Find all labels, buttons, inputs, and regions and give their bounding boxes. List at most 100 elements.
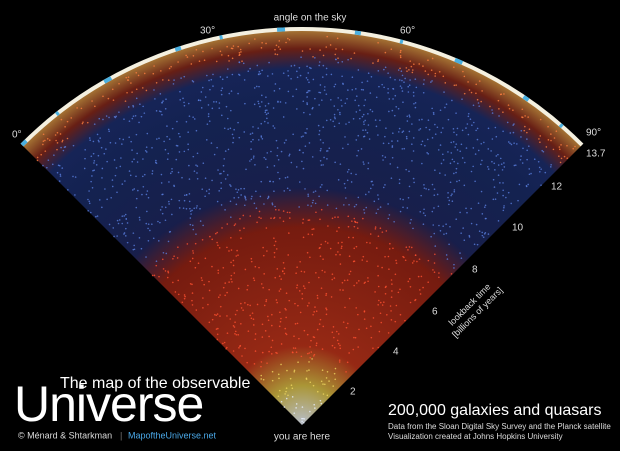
dot bbox=[319, 91, 322, 94]
dot bbox=[164, 108, 167, 110]
dot bbox=[391, 140, 393, 142]
dot bbox=[320, 147, 322, 150]
dot bbox=[437, 205, 440, 208]
link[interactable]: MapoftheUniverse.net bbox=[128, 430, 217, 440]
dot bbox=[232, 141, 234, 144]
dot bbox=[379, 119, 381, 122]
dot bbox=[442, 75, 445, 78]
dot bbox=[312, 336, 315, 338]
dot bbox=[399, 313, 402, 316]
dot bbox=[476, 127, 479, 130]
dot bbox=[361, 259, 364, 261]
dot bbox=[321, 99, 323, 101]
dot bbox=[319, 159, 322, 162]
dot bbox=[293, 370, 296, 373]
dot bbox=[300, 56, 302, 58]
dot bbox=[301, 417, 303, 420]
dot bbox=[174, 291, 177, 293]
dot bbox=[384, 286, 387, 289]
dot bbox=[229, 184, 231, 186]
dot bbox=[438, 272, 440, 274]
dot bbox=[498, 108, 500, 110]
dot bbox=[162, 193, 164, 196]
dot bbox=[298, 290, 301, 292]
dot bbox=[497, 220, 500, 222]
dot bbox=[133, 188, 136, 190]
dot bbox=[276, 53, 279, 56]
dot bbox=[347, 322, 349, 325]
angle-tick: 0° bbox=[12, 130, 22, 141]
dot bbox=[308, 302, 310, 304]
dot bbox=[214, 232, 217, 235]
dot bbox=[370, 75, 373, 78]
dot bbox=[81, 122, 84, 125]
dot bbox=[121, 222, 124, 225]
dot bbox=[179, 90, 181, 93]
dot bbox=[470, 170, 473, 173]
dot bbox=[389, 305, 392, 307]
dot bbox=[96, 215, 99, 217]
dot bbox=[475, 92, 477, 95]
dot bbox=[274, 83, 277, 85]
dot bbox=[247, 303, 249, 306]
dot bbox=[263, 156, 266, 159]
dot bbox=[367, 72, 370, 75]
dot bbox=[356, 221, 359, 224]
dot bbox=[165, 252, 168, 255]
dot bbox=[121, 183, 124, 185]
dot bbox=[306, 102, 308, 104]
dot bbox=[384, 292, 387, 295]
dot bbox=[387, 255, 390, 258]
dot bbox=[218, 190, 220, 192]
dot bbox=[347, 225, 350, 228]
dot bbox=[293, 64, 296, 67]
dot bbox=[230, 185, 232, 187]
dot bbox=[237, 92, 239, 95]
dot bbox=[369, 108, 372, 111]
dot bbox=[379, 312, 382, 315]
dot bbox=[465, 147, 468, 149]
dot bbox=[143, 72, 146, 75]
dot bbox=[249, 160, 251, 162]
dot bbox=[325, 313, 328, 316]
dot bbox=[528, 173, 531, 176]
dot bbox=[333, 372, 336, 375]
dot bbox=[351, 76, 354, 79]
dot bbox=[309, 48, 311, 50]
dot bbox=[178, 207, 181, 209]
dot bbox=[58, 164, 61, 167]
dot bbox=[195, 207, 198, 209]
dot bbox=[357, 149, 360, 152]
dot bbox=[411, 143, 413, 145]
dot bbox=[200, 107, 203, 109]
dot bbox=[205, 139, 208, 141]
dot bbox=[331, 273, 334, 275]
dot bbox=[183, 101, 185, 104]
dot bbox=[145, 222, 148, 225]
dot bbox=[55, 139, 57, 142]
dot bbox=[111, 88, 114, 91]
dot bbox=[132, 232, 135, 234]
dot bbox=[221, 227, 223, 229]
dot bbox=[292, 347, 295, 349]
dot bbox=[274, 205, 276, 208]
dot bbox=[188, 193, 191, 195]
dot bbox=[520, 155, 522, 157]
dot bbox=[211, 47, 213, 50]
dot bbox=[477, 202, 480, 204]
dot bbox=[284, 332, 287, 335]
dot bbox=[399, 56, 402, 59]
dot bbox=[421, 162, 423, 165]
dot bbox=[219, 305, 222, 308]
dot bbox=[480, 190, 483, 193]
dot bbox=[465, 127, 467, 129]
dot bbox=[513, 142, 515, 144]
dot bbox=[499, 93, 502, 96]
dot bbox=[211, 318, 214, 321]
dot bbox=[370, 325, 372, 328]
dot bbox=[294, 302, 296, 305]
dot bbox=[357, 196, 360, 199]
dot bbox=[256, 303, 259, 306]
dot bbox=[263, 120, 266, 123]
dot bbox=[113, 159, 116, 161]
